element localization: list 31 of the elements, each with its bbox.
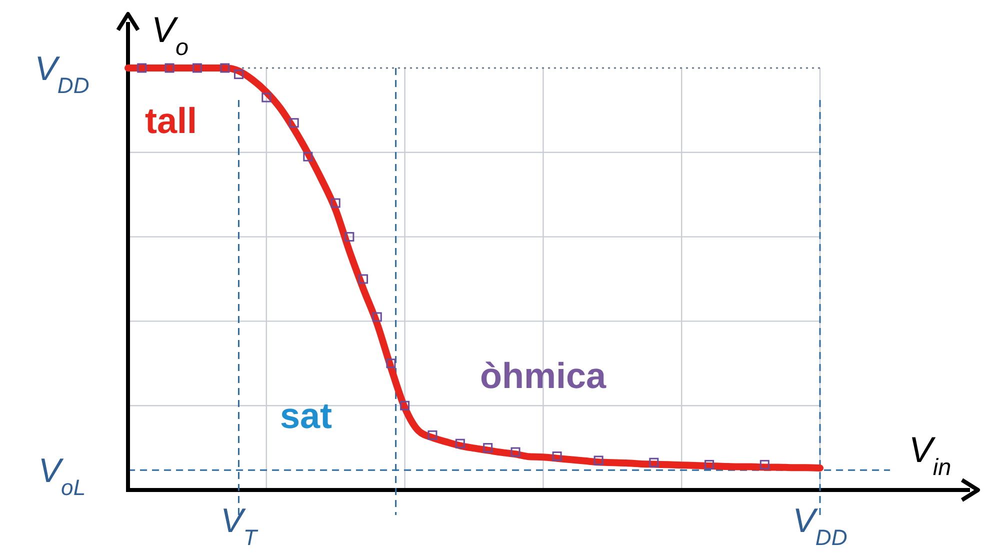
point [510,447,520,457]
point [704,460,714,470]
point [760,460,770,470]
point [344,232,354,242]
point [192,63,202,73]
point [358,274,368,284]
annotation: tall [145,100,198,141]
point [455,438,465,448]
point [552,451,562,461]
point [594,456,604,466]
point [220,63,230,73]
point [483,443,493,453]
point [330,198,340,208]
x-tick-label: V$_{T}$ [220,502,258,550]
point [289,118,299,128]
annotation: sat [280,395,332,436]
y-axis-title: V$_{o}$ [151,9,189,60]
annotation: òhmica [480,355,608,396]
point [262,92,272,102]
point [137,63,147,73]
ref-line-label: V$_{DD}$ [34,50,90,98]
point [234,70,244,80]
point [649,458,659,468]
point [428,430,438,440]
x-axis-title: V$_{in}$ [908,429,952,480]
point [164,63,174,73]
point [400,400,410,410]
point [303,152,313,162]
ref-line-label: V$_{oL}$ [38,452,86,500]
point [372,312,382,322]
point [386,358,396,368]
